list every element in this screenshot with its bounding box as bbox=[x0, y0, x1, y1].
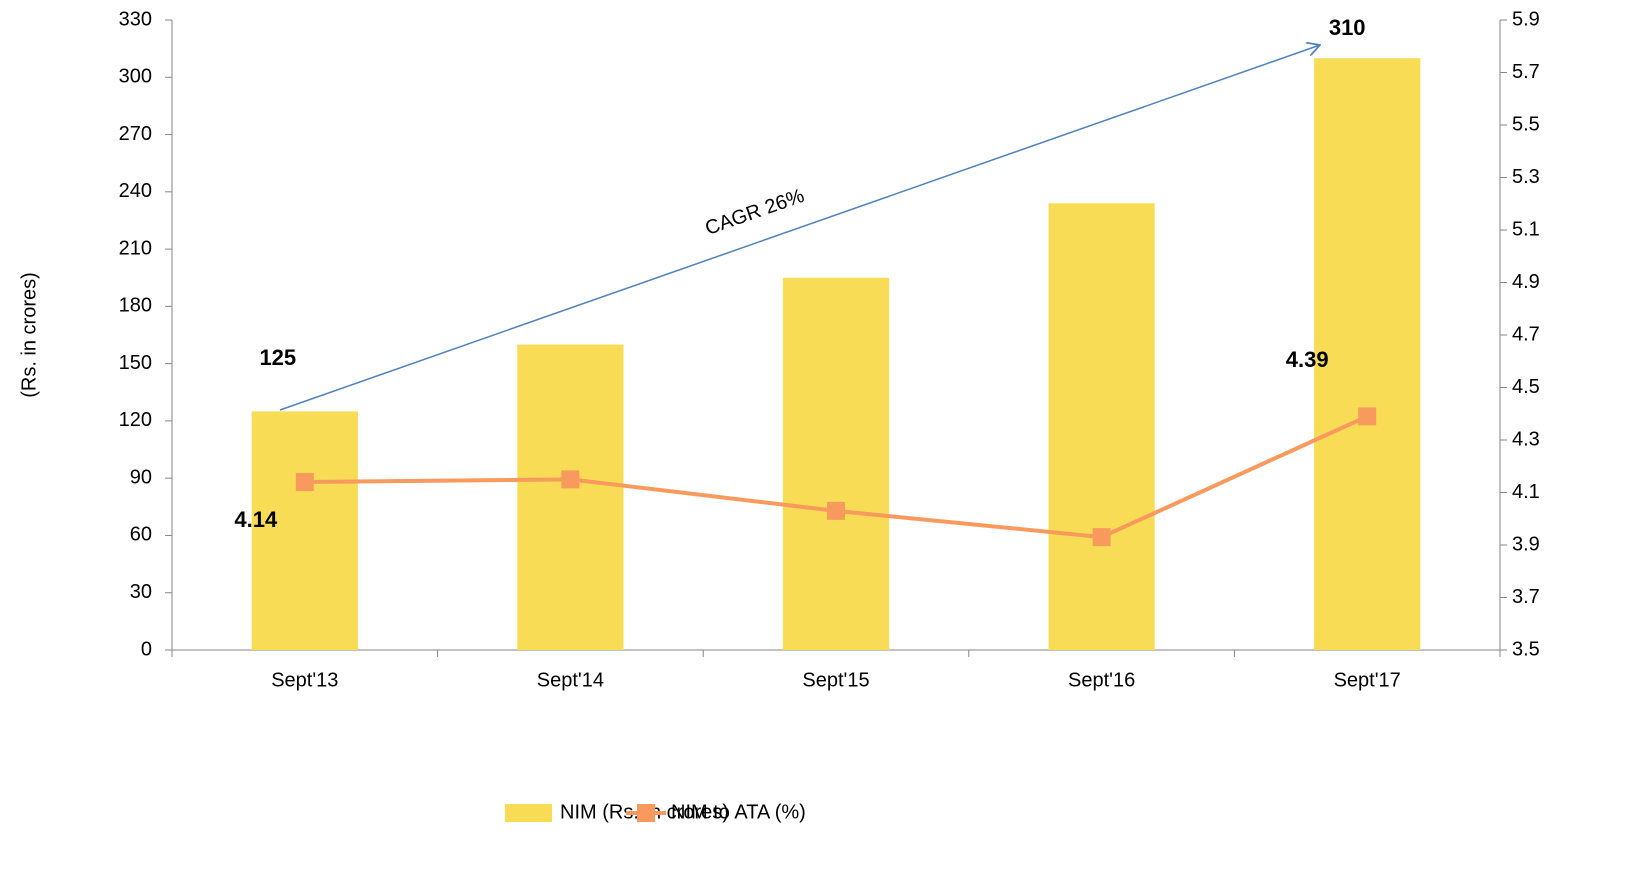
annotation: CAGR 26% bbox=[702, 185, 807, 240]
line-marker bbox=[1092, 528, 1111, 547]
data-label: 4.14 bbox=[234, 507, 278, 532]
y-axis-label: (Rs. in crores) bbox=[18, 272, 40, 398]
y-tick-label: 240 bbox=[119, 180, 152, 202]
line-marker bbox=[827, 501, 845, 520]
data-label: 125 bbox=[259, 345, 296, 370]
bar bbox=[782, 277, 890, 650]
data-label: 310 bbox=[1329, 15, 1366, 40]
line-marker bbox=[295, 473, 314, 491]
x-tick-label: Sept'14 bbox=[537, 669, 604, 691]
y2-tick-label: 4.9 bbox=[1512, 271, 1540, 293]
legend-label: NIM to ATA (%) bbox=[671, 801, 806, 823]
y2-tick-label: 3.7 bbox=[1512, 586, 1540, 608]
y-tick-label: 180 bbox=[119, 295, 152, 317]
x-tick-label: Sept'17 bbox=[1334, 669, 1401, 691]
y2-tick-label: 5.1 bbox=[1512, 218, 1540, 240]
y-tick-label: 90 bbox=[130, 466, 152, 488]
y-tick-label: 30 bbox=[130, 581, 152, 603]
y2-tick-label: 5.7 bbox=[1512, 61, 1540, 83]
y-tick-label: 150 bbox=[119, 352, 152, 374]
y2-tick-label: 5.9 bbox=[1512, 8, 1540, 30]
y2-tick-label: 5.5 bbox=[1512, 113, 1540, 135]
bar bbox=[1314, 58, 1421, 650]
y2-tick-label: 4.5 bbox=[1512, 376, 1540, 398]
y-tick-label: 300 bbox=[119, 66, 152, 88]
line-marker bbox=[1358, 407, 1377, 426]
y-tick-label: 210 bbox=[119, 237, 152, 259]
y-tick-label: 120 bbox=[119, 409, 152, 431]
x-tick-label: Sept'13 bbox=[271, 669, 338, 691]
x-tick-label: Sept'16 bbox=[1068, 669, 1135, 691]
y2-tick-label: 4.1 bbox=[1512, 481, 1540, 503]
bar bbox=[517, 344, 624, 650]
data-label: 4.39 bbox=[1286, 347, 1329, 372]
y-tick-label: 60 bbox=[130, 524, 152, 546]
y2-tick-label: 5.3 bbox=[1512, 166, 1540, 188]
cagr-arrow bbox=[279, 45, 1320, 411]
y2-tick-label: 4.7 bbox=[1512, 323, 1540, 345]
line-marker bbox=[561, 470, 580, 489]
y2-tick-label: 3.5 bbox=[1512, 638, 1540, 660]
x-tick-label: Sept'15 bbox=[802, 669, 869, 691]
y-tick-label: 270 bbox=[119, 123, 152, 145]
y2-tick-label: 4.3 bbox=[1512, 428, 1540, 450]
legend-swatch bbox=[637, 804, 655, 822]
y-tick-label: 330 bbox=[119, 8, 152, 30]
bar bbox=[251, 411, 358, 650]
legend-swatch bbox=[505, 804, 552, 822]
bar bbox=[1048, 203, 1155, 651]
y-tick-label: 0 bbox=[141, 638, 152, 660]
y2-tick-label: 3.9 bbox=[1512, 533, 1540, 555]
